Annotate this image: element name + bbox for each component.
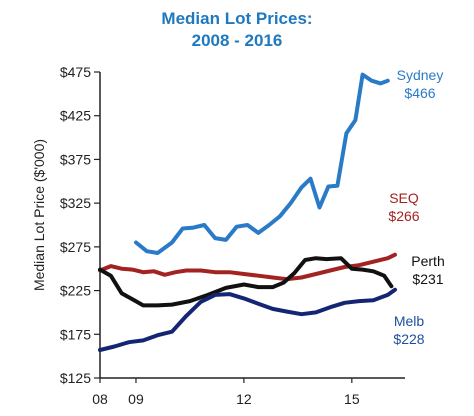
series-value-seq: $266 — [388, 208, 419, 224]
y-axis-label: Median Lot Price ($'000) — [31, 139, 47, 291]
y-tick-label: $175 — [60, 326, 91, 342]
y-tick-label: $225 — [60, 283, 91, 299]
chart-title-line1: Median Lot Prices: — [161, 9, 312, 28]
axes: $125 $175 $225 $275 $325 $375 $425 $475 08 09 12 15 — [60, 64, 405, 407]
y-tick-label: $125 — [60, 370, 91, 386]
series-label-seq: SEQ — [389, 190, 419, 206]
x-tick-label: 12 — [236, 391, 252, 407]
y-tick-label: $475 — [60, 64, 91, 80]
x-tick-label: 08 — [92, 391, 108, 407]
series-line-perth — [98, 256, 394, 308]
series-label-perth: Perth — [411, 253, 444, 269]
series-value-sydney: $466 — [404, 85, 435, 101]
x-tick-label: 15 — [344, 391, 360, 407]
series-label-sydney: Sydney — [397, 67, 444, 83]
y-tick-label: $275 — [60, 239, 91, 255]
y-tick-label: $375 — [60, 151, 91, 167]
series-line-melb — [98, 287, 397, 352]
series-line-sydney — [134, 72, 390, 255]
chart-title-line2: 2008 - 2016 — [192, 31, 283, 50]
y-tick-label: $325 — [60, 195, 91, 211]
series-value-perth: $231 — [412, 271, 443, 287]
y-tick-label: $425 — [60, 108, 91, 124]
series-lines — [98, 72, 397, 352]
series-label-melb: Melb — [394, 313, 425, 329]
x-tick-label: 09 — [128, 391, 144, 407]
series-value-melb: $228 — [393, 331, 424, 347]
